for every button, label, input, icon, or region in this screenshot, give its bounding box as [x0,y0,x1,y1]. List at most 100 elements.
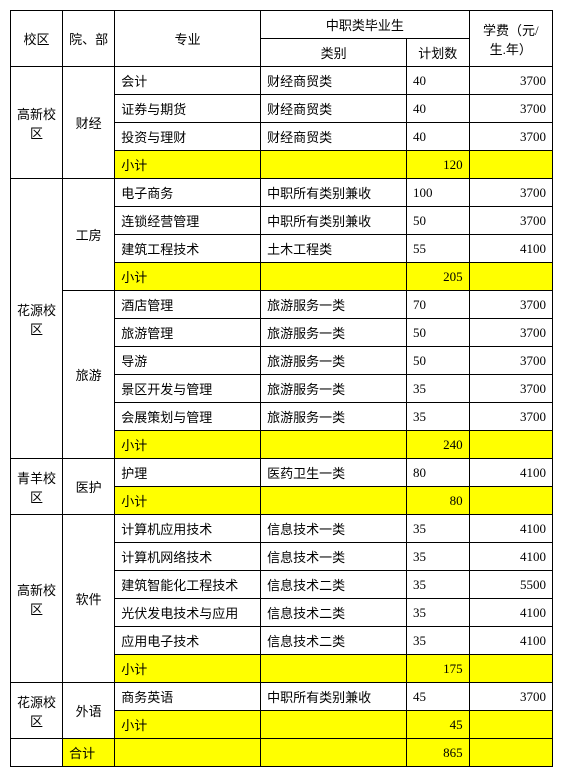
header-voc-group: 中职类毕业生 [261,11,469,39]
category-cell: 信息技术二类 [261,599,407,627]
category-cell: 中职所有类别兼收 [261,207,407,235]
fee-cell: 3700 [469,207,552,235]
category-cell: 财经商贸类 [261,123,407,151]
subtotal-label: 小计 [115,263,261,291]
plan-cell: 35 [407,515,470,543]
major-cell: 应用电子技术 [115,627,261,655]
fee-cell: 3700 [469,375,552,403]
plan-cell: 35 [407,571,470,599]
major-cell: 商务英语 [115,683,261,711]
subtotal-label: 小计 [115,487,261,515]
category-cell: 信息技术一类 [261,515,407,543]
fee-cell: 4100 [469,235,552,263]
subtotal-empty [261,263,407,291]
category-cell: 中职所有类别兼收 [261,683,407,711]
table-row: 花源校区工房电子商务中职所有类别兼收1003700 [11,179,553,207]
header-fee: 学费（元/生.年） [469,11,552,67]
subtotal-label: 小计 [115,431,261,459]
plan-cell: 55 [407,235,470,263]
subtotal-empty [261,151,407,179]
category-cell: 信息技术一类 [261,543,407,571]
dept-cell: 财经 [63,67,115,179]
fee-cell: 3700 [469,403,552,431]
subtotal-fee-empty [469,151,552,179]
major-cell: 投资与理财 [115,123,261,151]
header-plan: 计划数 [407,39,470,67]
total-empty [261,739,407,767]
subtotal-empty [261,487,407,515]
major-cell: 计算机网络技术 [115,543,261,571]
fee-cell: 3700 [469,123,552,151]
fee-cell: 5500 [469,571,552,599]
subtotal-label: 小计 [115,711,261,739]
subtotal-fee-empty [469,431,552,459]
plan-cell: 50 [407,207,470,235]
fee-cell: 3700 [469,291,552,319]
plan-cell: 50 [407,319,470,347]
subtotal-plan: 240 [407,431,470,459]
fee-cell: 3700 [469,683,552,711]
subtotal-fee-empty [469,263,552,291]
major-cell: 建筑工程技术 [115,235,261,263]
plan-cell: 35 [407,403,470,431]
major-cell: 证券与期货 [115,95,261,123]
table-row: 旅游酒店管理旅游服务一类703700 [11,291,553,319]
total-campus-empty [11,739,63,767]
fee-cell: 3700 [469,67,552,95]
fee-cell: 4100 [469,543,552,571]
major-cell: 光伏发电技术与应用 [115,599,261,627]
fee-cell: 3700 [469,95,552,123]
plan-cell: 35 [407,543,470,571]
plan-cell: 45 [407,683,470,711]
table-row: 花源校区外语商务英语中职所有类别兼收453700 [11,683,553,711]
subtotal-label: 小计 [115,151,261,179]
category-cell: 信息技术二类 [261,627,407,655]
category-cell: 中职所有类别兼收 [261,179,407,207]
table-header: 校区 院、部 专业 中职类毕业生 学费（元/生.年） 类别 计划数 [11,11,553,67]
fee-cell: 4100 [469,515,552,543]
plan-cell: 70 [407,291,470,319]
plan-cell: 50 [407,347,470,375]
subtotal-plan: 175 [407,655,470,683]
fee-cell: 3700 [469,319,552,347]
table-row: 高新校区软件计算机应用技术信息技术一类354100 [11,515,553,543]
plan-cell: 35 [407,627,470,655]
fee-cell: 3700 [469,347,552,375]
major-cell: 旅游管理 [115,319,261,347]
plan-cell: 40 [407,95,470,123]
header-campus: 校区 [11,11,63,67]
subtotal-plan: 120 [407,151,470,179]
subtotal-label: 小计 [115,655,261,683]
category-cell: 旅游服务一类 [261,403,407,431]
subtotal-fee-empty [469,711,552,739]
category-cell: 旅游服务一类 [261,319,407,347]
subtotal-empty [261,655,407,683]
plan-cell: 35 [407,599,470,627]
header-dept: 院、部 [63,11,115,67]
category-cell: 医药卫生一类 [261,459,407,487]
plan-cell: 100 [407,179,470,207]
subtotal-plan: 45 [407,711,470,739]
category-cell: 财经商贸类 [261,67,407,95]
campus-cell: 高新校区 [11,67,63,179]
plan-cell: 40 [407,123,470,151]
category-cell: 财经商贸类 [261,95,407,123]
category-cell: 信息技术二类 [261,571,407,599]
plan-cell: 35 [407,375,470,403]
major-cell: 计算机应用技术 [115,515,261,543]
campus-cell: 青羊校区 [11,459,63,515]
major-cell: 建筑智能化工程技术 [115,571,261,599]
major-cell: 连锁经营管理 [115,207,261,235]
subtotal-fee-empty [469,487,552,515]
total-fee-empty [469,739,552,767]
fee-cell: 4100 [469,627,552,655]
total-row: 合计865 [11,739,553,767]
category-cell: 旅游服务一类 [261,375,407,403]
dept-cell: 工房 [63,179,115,291]
subtotal-plan: 80 [407,487,470,515]
enrollment-table: 校区 院、部 专业 中职类毕业生 学费（元/生.年） 类别 计划数 高新校区财经… [10,10,553,767]
category-cell: 旅游服务一类 [261,347,407,375]
total-plan: 865 [407,739,470,767]
total-empty [115,739,261,767]
table-body: 高新校区财经会计财经商贸类403700证券与期货财经商贸类403700投资与理财… [11,67,553,767]
